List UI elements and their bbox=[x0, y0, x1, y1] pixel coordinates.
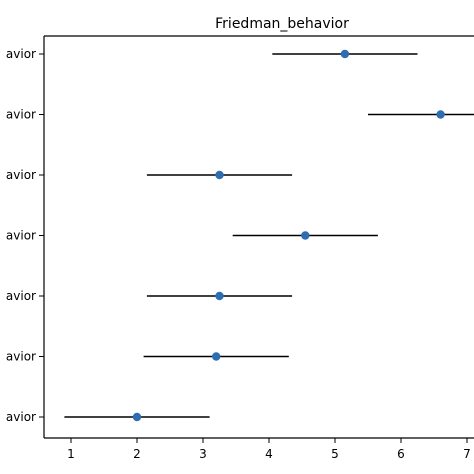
data-point bbox=[215, 291, 224, 301]
x-tick-label: 4 bbox=[265, 447, 273, 461]
data-point bbox=[212, 352, 221, 361]
y-tick-label: avior bbox=[6, 229, 36, 243]
data-point bbox=[301, 231, 310, 240]
x-tick-label: 3 bbox=[199, 447, 207, 461]
y-tick-label: avior bbox=[6, 410, 36, 424]
y-tick-label: avior bbox=[6, 108, 36, 122]
data-point bbox=[340, 49, 350, 59]
data-point bbox=[132, 412, 142, 422]
x-tick-label: 5 bbox=[331, 447, 339, 461]
x-tick-label: 1 bbox=[67, 447, 75, 461]
y-tick-label: avior bbox=[6, 168, 36, 182]
y-tick-label: avior bbox=[6, 350, 36, 364]
x-tick-label: 6 bbox=[397, 447, 405, 461]
x-tick-label: 7 bbox=[463, 447, 471, 461]
data-point bbox=[436, 110, 445, 119]
chart-title: Friedman_behavior bbox=[215, 16, 349, 32]
data-point bbox=[215, 170, 224, 180]
y-tick-label: avior bbox=[6, 47, 36, 61]
plot-area: 1 2 3 4 5 6 7 avior avior avior avior avior avior avi… bbox=[6, 35, 474, 461]
y-tick-label: avior bbox=[6, 289, 36, 303]
x-tick-label: 2 bbox=[133, 447, 141, 461]
